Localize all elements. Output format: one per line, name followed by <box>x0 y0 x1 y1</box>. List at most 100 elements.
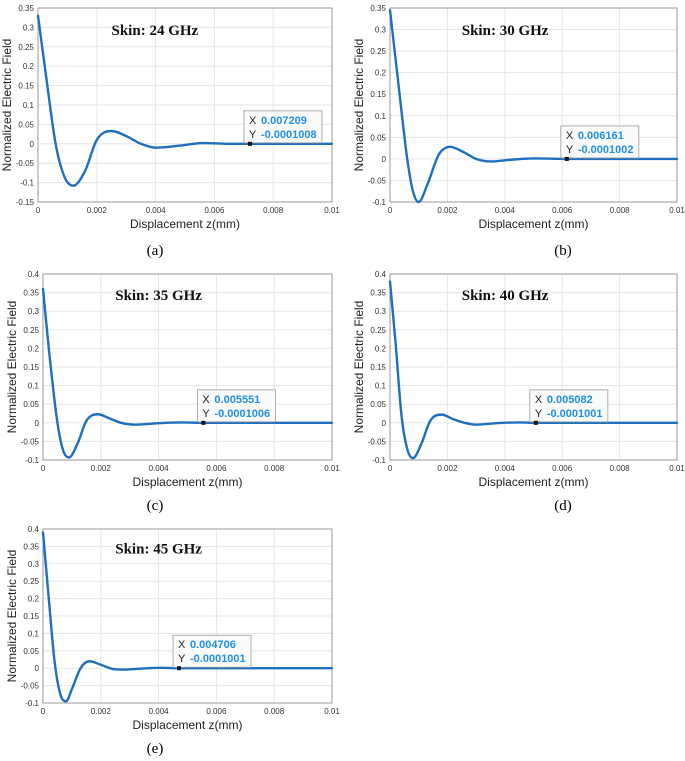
y-tick-label: 0.2 <box>23 62 35 71</box>
chart-panel-b: -0.1 -0.05 0 0.05 0.1 0.15 0.2 0.25 0.3 0.35 0 0.00… <box>352 0 685 236</box>
y-tick-label: 0 <box>382 155 387 164</box>
chart-svg: -0.15 -0.1 -0.05 0 0.05 0.1 0.15 0.2 0.25 0.3 0.35… <box>0 4 340 231</box>
datatip-y-key: Y <box>535 408 543 420</box>
y-tick-label: 0.25 <box>370 47 386 56</box>
y-tick-label: -0.05 <box>368 176 387 185</box>
x-tick-label: 0.002 <box>91 464 112 473</box>
y-axis-label: Normalized Electric Field <box>5 550 19 683</box>
panel-label-b: (b) <box>554 243 572 259</box>
x-tick-label: 0.006 <box>206 464 227 473</box>
datatip-y-value: -0.0001002 <box>578 144 634 156</box>
datatip-marker <box>177 666 182 671</box>
x-tick-label: 0.006 <box>206 707 227 716</box>
y-tick-label: 0 <box>30 140 35 149</box>
y-axis-label: Normalized Electric Field <box>5 301 19 434</box>
datatip-box <box>197 389 276 423</box>
x-tick-label: 0.01 <box>669 206 685 215</box>
x-tick-label: 0.002 <box>437 464 458 473</box>
y-tick-label: -0.1 <box>25 699 39 708</box>
x-tick-label: 0 <box>36 206 41 215</box>
x-tick-label: 0 <box>388 464 393 473</box>
datatip-x-key: X <box>535 394 543 406</box>
y-tick-label: 0.35 <box>23 289 39 298</box>
y-tick-label: 0.35 <box>370 289 386 298</box>
chart-svg: -0.1 -0.05 0 0.05 0.1 0.15 0.2 0.25 0.3 0.35 0.4 0 0… <box>352 270 685 489</box>
y-tick-label: 0.3 <box>375 26 387 35</box>
y-tick-label: -0.05 <box>16 159 35 168</box>
y-tick-label: 0 <box>35 419 40 428</box>
y-axis-label: Normalized Electric Field <box>0 39 14 172</box>
panel-label-d: (d) <box>554 498 572 514</box>
y-tick-label: 0.2 <box>375 344 387 353</box>
datatip-box <box>529 389 609 423</box>
chart-title: Skin: 35 GHz <box>115 288 202 304</box>
datatip-y-key: Y <box>566 144 574 156</box>
datatip-x-key: X <box>249 115 257 127</box>
datatip-box <box>172 634 252 668</box>
plot-area <box>390 8 677 202</box>
x-axis-label: Displacement z(mm) <box>132 475 242 489</box>
y-tick-label: 0.1 <box>23 101 35 110</box>
y-tick-label: 0.3 <box>375 307 387 316</box>
y-tick-label: 0.15 <box>18 82 34 91</box>
x-axis-label: Displacement z(mm) <box>130 217 240 231</box>
datatip-y-value: -0.0001008 <box>261 129 317 141</box>
series-line <box>388 8 679 204</box>
datatip-x-key: X <box>566 130 574 142</box>
y-tick-label: 0.15 <box>23 612 39 621</box>
datatip-x-key: X <box>178 639 186 651</box>
y-axis-label: Normalized Electric Field <box>352 39 366 172</box>
y-tick-label: 0.1 <box>375 112 387 121</box>
datatip-box <box>560 125 640 159</box>
x-tick-label: 0.004 <box>146 206 167 215</box>
chart-svg: -0.1 -0.05 0 0.05 0.1 0.15 0.2 0.25 0.3 0.35 0.4 0 0… <box>5 270 340 489</box>
datatip-y-key: Y <box>249 129 257 141</box>
datatip-x-value: 0.006161 <box>578 130 624 142</box>
x-tick-label: 0.008 <box>610 206 631 215</box>
chart-panel-a: -0.15 -0.1 -0.05 0 0.05 0.1 0.15 0.2 0.25 0.3 0.35… <box>0 0 340 236</box>
y-tick-label: 0.35 <box>18 4 34 13</box>
chart-svg: -0.1 -0.05 0 0.05 0.1 0.15 0.2 0.25 0.3 0.35 0 0.00… <box>352 4 685 231</box>
datatip-marker <box>201 420 206 425</box>
y-tick-label: 0.15 <box>370 363 386 372</box>
y-tick-label: -0.05 <box>368 437 387 446</box>
y-tick-label: -0.05 <box>21 437 40 446</box>
x-tick-label: 0 <box>41 707 46 716</box>
x-tick-label: 0.004 <box>495 206 516 215</box>
x-tick-label: 0.002 <box>437 206 458 215</box>
chart-title: Skin: 45 GHz <box>115 541 202 557</box>
x-tick-label: 0.004 <box>149 464 170 473</box>
y-tick-label: 0.05 <box>370 400 386 409</box>
chart-panel-d: -0.1 -0.05 0 0.05 0.1 0.15 0.2 0.25 0.3 0.35 0.4 0 0… <box>352 266 685 494</box>
series-line <box>388 280 679 460</box>
chart-title: Skin: 30 GHz <box>462 23 549 39</box>
y-tick-label: 0.35 <box>370 4 386 13</box>
y-tick-label: 0.05 <box>370 133 386 142</box>
x-tick-label: 0.008 <box>263 206 284 215</box>
x-tick-label: 0 <box>41 464 46 473</box>
y-tick-label: 0.3 <box>28 560 40 569</box>
x-axis-label: Displacement z(mm) <box>478 217 588 231</box>
x-tick-label: 0 <box>388 206 393 215</box>
chart-title: Skin: 40 GHz <box>462 288 549 304</box>
panel-label-a: (a) <box>146 243 164 259</box>
y-tick-label: -0.1 <box>25 456 39 465</box>
y-tick-label: 0.1 <box>375 382 387 391</box>
plot-frame <box>389 7 678 203</box>
y-tick-label: 0.4 <box>28 270 40 279</box>
y-tick-label: 0 <box>35 664 40 673</box>
y-tick-label: 0 <box>382 419 387 428</box>
plot-frame <box>389 273 678 461</box>
y-axis-label: Normalized Electric Field <box>352 301 366 434</box>
datatip-marker <box>247 141 252 146</box>
datatip-x-value: 0.004706 <box>190 639 236 651</box>
x-tick-label: 0.008 <box>610 464 631 473</box>
series-line <box>41 531 334 703</box>
y-tick-label: -0.05 <box>21 682 40 691</box>
chart-panel-c: -0.1 -0.05 0 0.05 0.1 0.15 0.2 0.25 0.3 0.35 0.4 0 0… <box>5 266 340 494</box>
y-tick-label: 0.25 <box>23 326 39 335</box>
y-tick-label: 0.05 <box>23 400 39 409</box>
y-tick-label: 0.15 <box>370 90 386 99</box>
datatip-y-key: Y <box>202 408 210 420</box>
y-tick-label: 0.25 <box>23 577 39 586</box>
